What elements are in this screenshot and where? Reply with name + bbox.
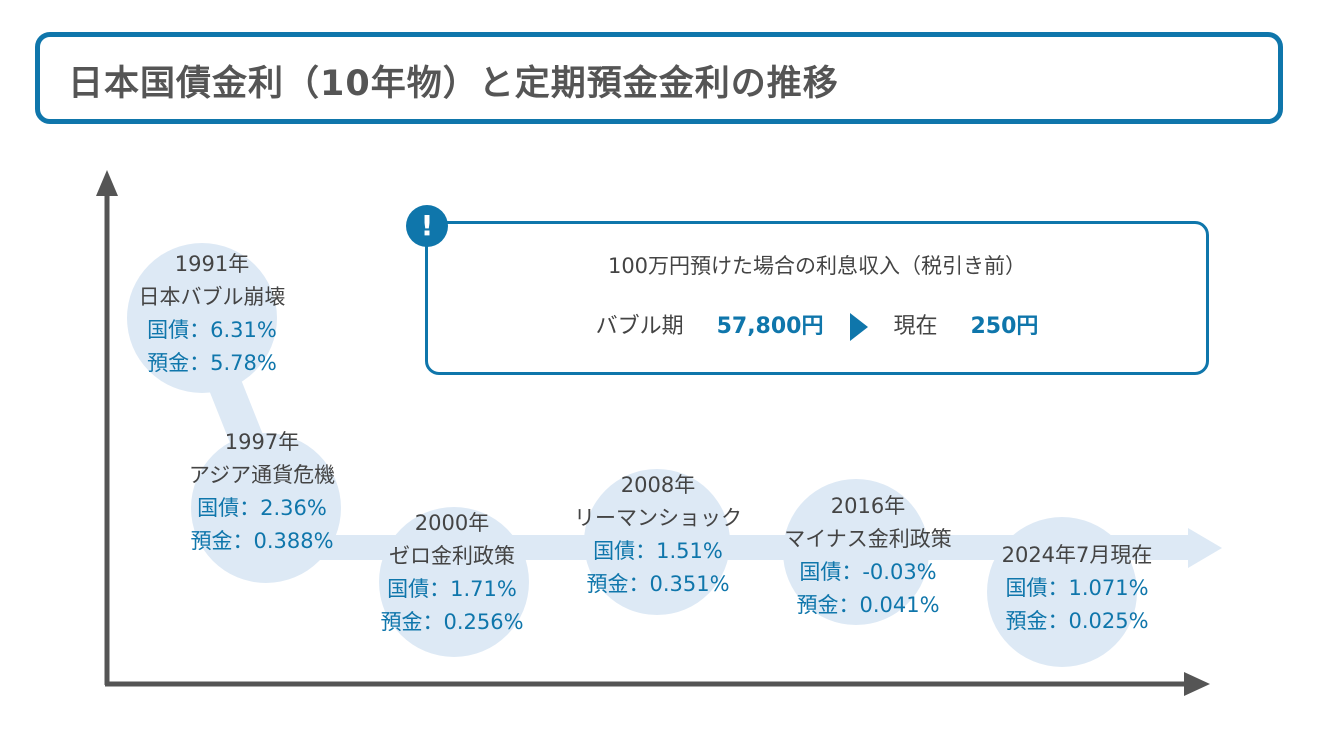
interest-info-box: 100万円預けた場合の利息収入（税引き前） バブル期 57,800円 現在 25…	[425, 221, 1209, 375]
event-bond-rate: 国債：2.36%	[197, 496, 327, 520]
page-title: 日本国債金利（10年物）と定期預金金利の推移	[68, 64, 839, 104]
event-name: リーマンショック	[574, 506, 742, 530]
event-2016: 2016年 マイナス金利政策 国債：-0.03% 預金：0.041%	[784, 490, 952, 622]
event-year: 1997年	[224, 430, 300, 454]
event-year: 2000年	[414, 511, 490, 535]
event-name: マイナス金利政策	[784, 527, 952, 551]
bubble-period-label: バブル期	[595, 314, 684, 339]
event-bond-rate: 国債：6.31%	[147, 318, 277, 342]
event-deposit-rate: 預金：0.388%	[190, 529, 334, 553]
timeline-arrowhead	[1188, 528, 1222, 568]
event-1997: 1997年 アジア通貨危機 国債：2.36% 預金：0.388%	[189, 426, 335, 558]
arrow-right-icon	[850, 313, 869, 341]
info-comparison: バブル期 57,800円 現在 250円	[428, 308, 1206, 341]
event-bond-rate: 国債：1.51%	[593, 539, 723, 563]
event-deposit-rate: 預金：0.025%	[1005, 609, 1149, 633]
current-label: 現在	[893, 314, 938, 339]
current-value: 250円	[970, 314, 1039, 339]
title-box: 日本国債金利（10年物）と定期預金金利の推移	[35, 32, 1283, 124]
event-bond-rate: 国債：1.71%	[387, 577, 517, 601]
event-1991: 1991年 日本バブル崩壊 国債：6.31% 預金：5.78%	[139, 248, 286, 380]
y-axis-arrow-icon	[96, 170, 118, 196]
event-year: 2024年7月現在	[1001, 543, 1153, 567]
bubble-2024	[987, 517, 1137, 667]
bubble-2008	[584, 469, 730, 615]
event-deposit-rate: 預金：0.351%	[586, 572, 730, 596]
event-name: アジア通貨危機	[188, 463, 336, 487]
event-deposit-rate: 預金：0.041%	[796, 593, 940, 617]
event-2008: 2008年 リーマンショック 国債：1.51% 預金：0.351%	[574, 469, 742, 601]
exclamation-icon: !	[406, 205, 448, 247]
bubble-period-value: 57,800円	[716, 314, 824, 339]
event-year: 1991年	[174, 252, 250, 276]
event-year: 2008年	[620, 473, 696, 497]
bubble-1997	[191, 433, 341, 583]
bubble-2016	[783, 479, 929, 625]
event-name: 日本バブル崩壊	[138, 285, 286, 309]
event-bond-rate: 国債：1.071%	[1005, 576, 1149, 600]
event-2024: 2024年7月現在 国債：1.071% 預金：0.025%	[1002, 539, 1153, 638]
event-year: 2016年	[830, 494, 906, 518]
bubble-1991	[127, 243, 277, 393]
event-2000: 2000年 ゼロ金利政策 国債：1.71% 預金：0.256%	[380, 507, 523, 639]
event-deposit-rate: 預金：0.256%	[380, 610, 524, 634]
event-name: ゼロ金利政策	[388, 544, 515, 568]
event-bond-rate: 国債：-0.03%	[799, 560, 937, 584]
event-deposit-rate: 預金：5.78%	[147, 351, 277, 375]
bubble-2000	[379, 507, 529, 657]
info-heading: 100万円預けた場合の利息収入（税引き前）	[607, 254, 1027, 278]
x-axis-arrow-icon	[1184, 672, 1210, 696]
